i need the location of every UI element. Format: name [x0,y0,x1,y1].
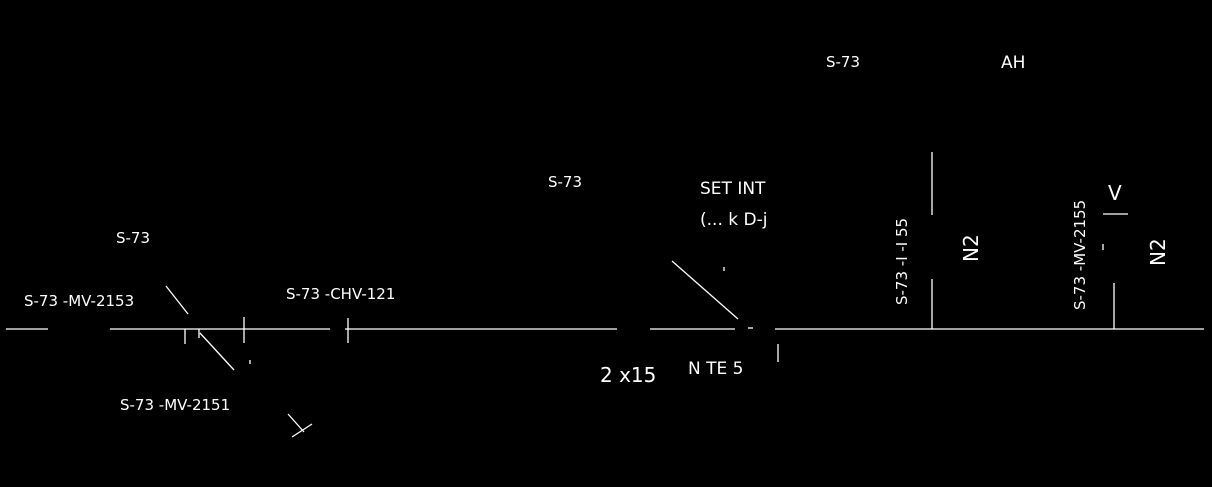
valve-mv-2153-symbol [165,285,200,344]
label-setpoint-line2: (... k D-j [700,210,767,230]
label-note-5: N TE 5 [688,359,743,379]
label-s73-mid: S-73 [548,173,582,191]
label-n2-right: N2 [1146,238,1170,266]
label-s73-i55: S-73 -I -I 55 [893,218,911,305]
label-ah: AH [1001,53,1025,73]
label-mv-2151: S-73 -MV-2151 [120,396,230,414]
label-setpoint-line1: SET INT [700,179,766,199]
n2-branch-right [1102,213,1128,329]
label-n2-left: N2 [959,234,983,262]
label-s73-top: S-73 [826,53,860,71]
setpoint-leader [671,260,779,362]
cross-mark [287,413,313,438]
label-pipe-size: 2 x15 [600,363,656,387]
label-s73-valve-upper: S-73 [116,229,150,247]
valve-mv-2151-symbol [199,317,251,371]
label-v-mark: V [1108,181,1122,205]
label-chv-121: S-73 -CHV-121 [286,285,395,303]
label-mv-2153: S-73 -MV-2153 [24,292,134,310]
label-mv-2155: S-73 -MV-2155 [1071,200,1089,310]
